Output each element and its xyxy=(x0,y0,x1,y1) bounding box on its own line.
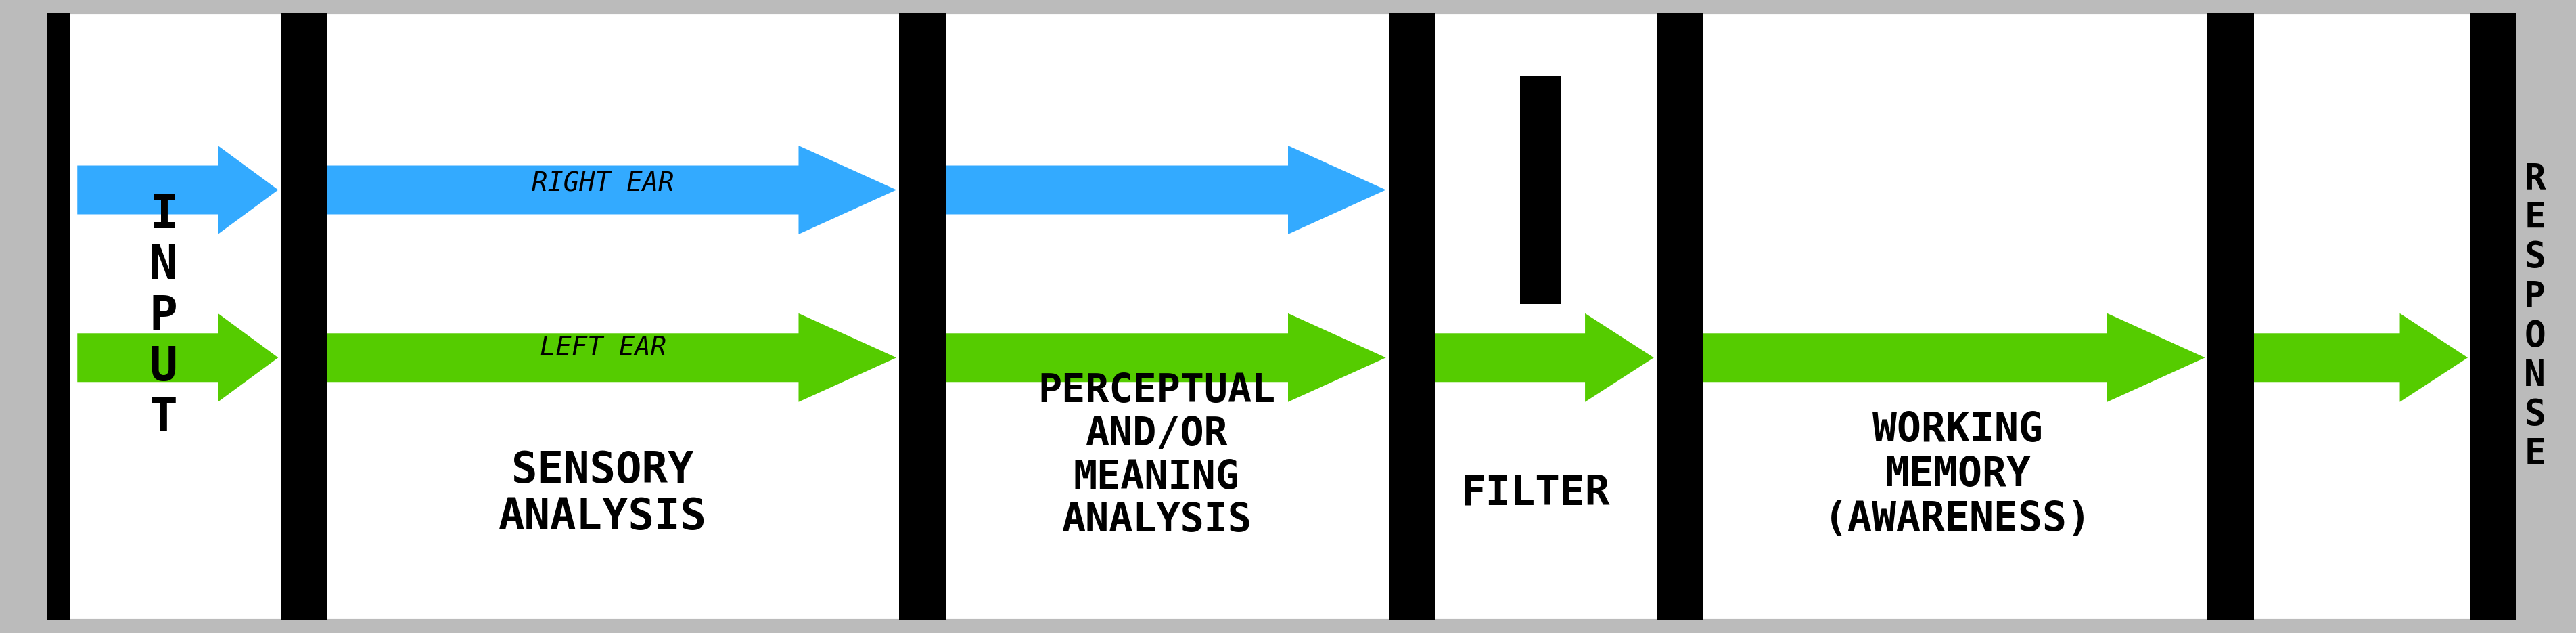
Bar xyxy=(1388,13,1412,620)
Bar xyxy=(922,13,945,620)
Bar xyxy=(2208,13,2231,620)
Text: FILTER: FILTER xyxy=(1461,473,1610,514)
Bar xyxy=(1680,13,1703,620)
Polygon shape xyxy=(317,146,896,234)
Bar xyxy=(2494,13,2517,620)
Polygon shape xyxy=(933,146,1386,234)
Polygon shape xyxy=(77,313,278,402)
Bar xyxy=(46,13,70,620)
Bar xyxy=(1656,13,1680,620)
Text: SENSORY
ANALYSIS: SENSORY ANALYSIS xyxy=(500,449,706,538)
Text: PERCEPTUAL
AND/OR
MEANING
ANALYSIS: PERCEPTUAL AND/OR MEANING ANALYSIS xyxy=(1038,372,1275,540)
Bar xyxy=(2231,13,2254,620)
Bar xyxy=(899,13,922,620)
Text: R
E
S
P
O
N
S
E: R E S P O N S E xyxy=(2524,161,2545,472)
Bar xyxy=(2470,13,2494,620)
Polygon shape xyxy=(1425,313,1654,402)
Polygon shape xyxy=(317,313,896,402)
Bar xyxy=(1520,76,1561,304)
Bar xyxy=(281,13,304,620)
Polygon shape xyxy=(2241,313,2468,402)
Bar xyxy=(1412,13,1435,620)
Polygon shape xyxy=(77,146,278,234)
Text: I
N
P
U
T: I N P U T xyxy=(149,192,178,441)
Text: LEFT EAR: LEFT EAR xyxy=(538,335,667,361)
Text: WORKING
MEMORY
(AWARENESS): WORKING MEMORY (AWARENESS) xyxy=(1824,410,2092,539)
Polygon shape xyxy=(1695,313,2205,402)
Text: RIGHT EAR: RIGHT EAR xyxy=(531,171,675,196)
Bar xyxy=(304,13,327,620)
Polygon shape xyxy=(933,313,1386,402)
